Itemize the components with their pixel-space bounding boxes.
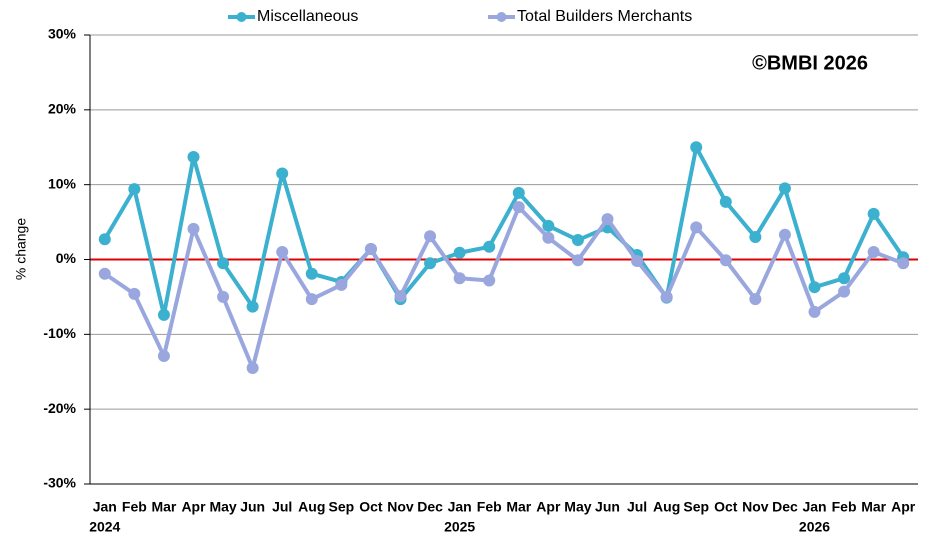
point [778, 182, 791, 195]
x-tick-label: Dec [417, 499, 443, 515]
x-tick-label: Feb [477, 499, 502, 515]
x-tick-label: Jun [595, 499, 620, 515]
x-tick-label: Sep [683, 499, 709, 515]
x-tick-label: Aug [653, 499, 680, 515]
point [778, 228, 791, 241]
point [512, 201, 525, 214]
annotation: ©BMBI 2026 [752, 52, 868, 74]
point [424, 230, 437, 243]
point [660, 290, 673, 303]
x-tick-label: Mar [151, 499, 176, 515]
point [838, 285, 851, 298]
point [335, 278, 348, 291]
x-tick-label: May [564, 499, 591, 515]
point [157, 350, 170, 363]
y-tick-label: 20% [48, 101, 77, 117]
year-label: 2024 [89, 519, 120, 535]
point [187, 150, 200, 163]
year-label: 2025 [444, 519, 475, 535]
y-tick-label: 0% [56, 250, 77, 266]
point [276, 246, 289, 259]
point [690, 221, 703, 234]
legend-label: Miscellaneous [257, 8, 358, 25]
y-axis-label: % change [13, 218, 29, 280]
point [98, 267, 111, 280]
point [217, 290, 230, 303]
x-tick-label: Jan [802, 499, 826, 515]
x-tick-label: Jul [272, 499, 292, 515]
x-tick-label: Jan [93, 499, 117, 515]
point [690, 141, 703, 154]
legend-label: Total Builders Merchants [517, 8, 692, 25]
y-tick-label: 10% [48, 175, 77, 191]
point [631, 254, 644, 267]
series-line [103, 205, 904, 371]
point [749, 293, 762, 306]
point [838, 272, 851, 285]
point [424, 257, 437, 270]
point [157, 308, 170, 321]
x-tick-label: Apr [891, 499, 916, 515]
legend-marker [236, 12, 247, 22]
point [394, 290, 407, 303]
x-tick-label: Jun [240, 499, 265, 515]
point [276, 167, 289, 180]
point [128, 183, 141, 196]
point [483, 274, 496, 287]
point [749, 231, 762, 244]
point [246, 362, 259, 375]
point [453, 246, 466, 259]
y-tick-label: 30% [48, 26, 77, 42]
y-tick-label: -20% [43, 400, 76, 416]
x-tick-label: Mar [506, 499, 531, 515]
point [808, 281, 821, 294]
point [364, 243, 377, 256]
point [571, 254, 584, 267]
legend-marker [496, 12, 507, 22]
point [305, 267, 318, 280]
point [542, 231, 555, 244]
x-tick-label: Jan [448, 499, 472, 515]
x-tick-label: Nov [742, 499, 769, 515]
point [719, 195, 732, 208]
x-tick-label: Aug [298, 499, 325, 515]
x-tick-label: Dec [772, 499, 798, 515]
x-tick-label: Apr [181, 499, 206, 515]
point [719, 254, 732, 267]
point [483, 240, 496, 253]
point [571, 234, 584, 247]
x-tick-label: May [209, 499, 236, 515]
point [867, 207, 880, 220]
point [98, 233, 111, 246]
point [601, 213, 614, 226]
point [246, 300, 259, 313]
point [305, 293, 318, 306]
x-tick-label: Feb [832, 499, 857, 515]
y-tick-label: -30% [43, 475, 76, 491]
x-tick-label: Mar [861, 499, 886, 515]
point [187, 222, 200, 235]
x-tick-label: Nov [387, 499, 414, 515]
x-tick-label: Jul [627, 499, 647, 515]
x-tick-label: Feb [122, 499, 147, 515]
x-tick-label: Oct [714, 499, 738, 515]
x-tick-label: Oct [359, 499, 383, 515]
point [867, 246, 880, 259]
point [542, 219, 555, 232]
x-tick-label: Sep [329, 499, 355, 515]
y-tick-label: -10% [43, 325, 76, 341]
point [897, 257, 910, 270]
point [808, 305, 821, 318]
point [128, 287, 141, 300]
point [453, 272, 466, 285]
point [512, 186, 525, 199]
point [217, 257, 230, 270]
x-tick-label: Apr [536, 499, 561, 515]
year-label: 2026 [799, 519, 830, 535]
series-line [103, 145, 905, 317]
